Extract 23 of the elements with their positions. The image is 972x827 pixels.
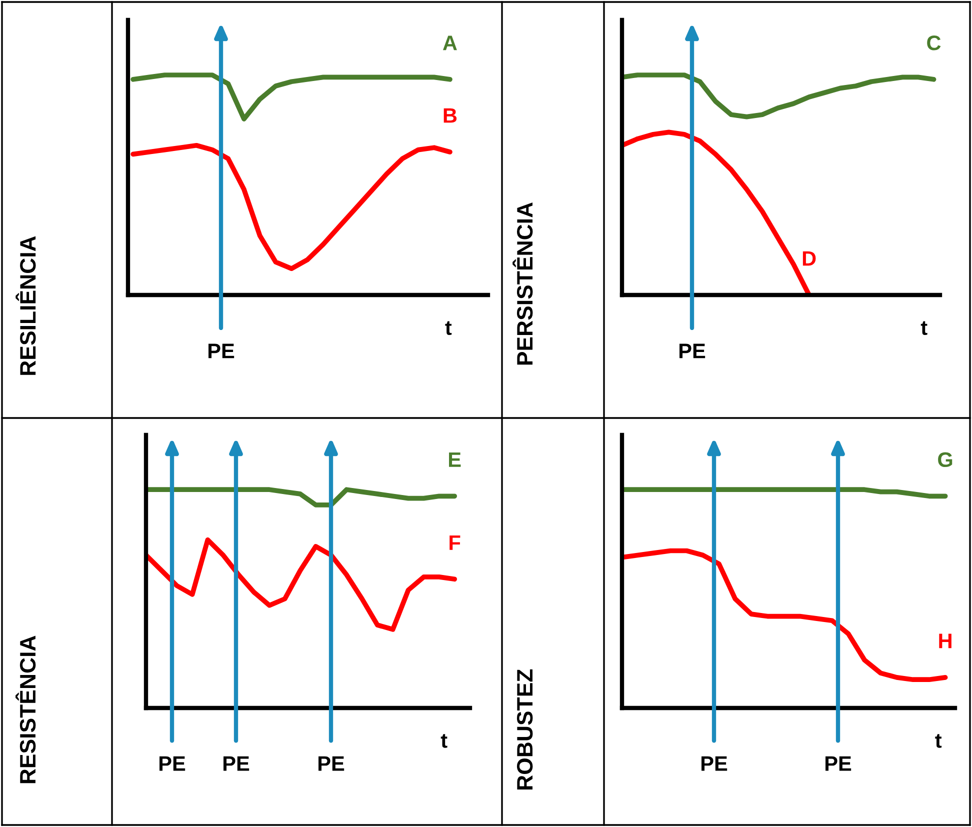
- text: PE: [825, 756, 852, 771]
- series-label: H: [939, 634, 952, 648]
- y-axis-title: PERSISTÊNCIA: [512, 202, 533, 365]
- text: PE: [159, 756, 186, 771]
- series-label: G: [938, 452, 952, 468]
- series-label: B: [444, 108, 457, 123]
- series-label: C: [927, 36, 941, 50]
- y-axis-title: RESISTÊNCIA: [16, 636, 36, 784]
- text: PE: [223, 756, 250, 771]
- y-axis-title: RESILIÊNCIA: [16, 236, 36, 375]
- x-axis-title: t: [920, 321, 928, 336]
- text: PE: [679, 344, 706, 358]
- series-label: E: [449, 452, 461, 467]
- series-label: D: [802, 251, 816, 266]
- series-label: F: [450, 535, 460, 550]
- x-axis-title: t: [935, 734, 942, 748]
- text: PE: [208, 344, 234, 358]
- text: PE: [318, 756, 344, 771]
- series-label: A: [442, 36, 457, 50]
- y-axis-title: ROBUSTEZ: [516, 669, 533, 790]
- text: PE: [701, 756, 728, 771]
- x-axis-title: t: [440, 734, 448, 748]
- x-axis-title: t: [445, 321, 452, 336]
